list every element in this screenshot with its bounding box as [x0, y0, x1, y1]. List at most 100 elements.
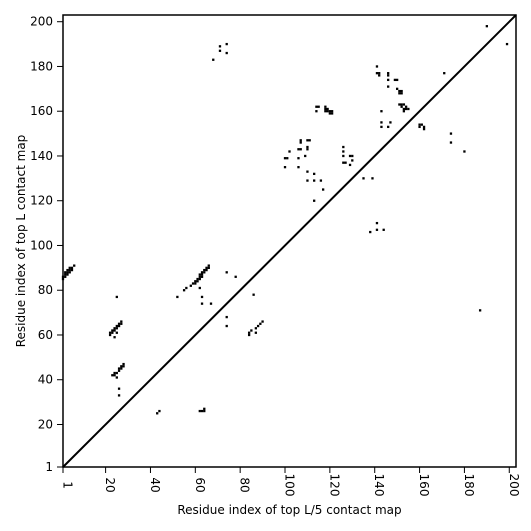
x-tick-label: 160 — [417, 474, 431, 497]
contact-point — [194, 280, 197, 283]
contact-point — [198, 277, 201, 281]
y-tick-label: 160 — [30, 104, 53, 118]
contact-point — [194, 282, 197, 285]
contact-point — [395, 87, 399, 90]
contact-point — [380, 125, 383, 129]
contact-point — [299, 148, 302, 151]
contact-point — [306, 139, 309, 142]
contact-point — [225, 324, 228, 328]
contact-point — [393, 78, 397, 82]
contact-point — [404, 105, 408, 108]
contact-point — [198, 273, 201, 276]
x-tick-label: 200 — [507, 474, 521, 497]
contact-point — [328, 110, 332, 113]
diagonal-line — [62, 14, 517, 468]
contact-point — [205, 268, 208, 272]
contact-point — [117, 322, 121, 325]
contact-point — [120, 365, 123, 368]
contact-point — [375, 72, 379, 75]
contact-point — [463, 150, 466, 153]
contact-point — [117, 367, 121, 370]
contact-point — [398, 92, 401, 95]
contact-point — [200, 273, 204, 276]
contact-point — [400, 105, 403, 108]
contact-point — [176, 295, 179, 299]
x-tick-label: 180 — [462, 474, 476, 497]
contact-point — [113, 327, 116, 330]
contact-point — [120, 367, 123, 370]
contact-point — [306, 148, 309, 151]
contact-point — [402, 103, 406, 106]
contact-point — [308, 139, 311, 142]
contact-point — [225, 315, 228, 319]
contact-point — [117, 369, 121, 372]
contact-point — [342, 161, 345, 164]
contact-point — [234, 275, 237, 278]
contact-point — [306, 145, 309, 149]
plot-frame — [62, 14, 517, 468]
contact-point — [115, 327, 118, 330]
contact-point — [259, 322, 262, 325]
x-tick-label: 20 — [103, 477, 117, 492]
contact-point — [382, 228, 385, 231]
contact-point — [387, 72, 390, 75]
y-tick-label: 60 — [38, 328, 53, 342]
contact-point — [200, 295, 204, 299]
contact-point — [306, 179, 309, 182]
contact-point — [198, 275, 201, 278]
x-tick-label: 60 — [193, 477, 207, 492]
contact-point — [400, 92, 403, 95]
contact-point — [299, 139, 302, 142]
contact-point — [122, 365, 125, 368]
contact-point — [120, 322, 123, 325]
contact-point — [418, 125, 421, 129]
contact-point — [115, 331, 118, 334]
contact-point — [117, 387, 121, 390]
contact-point — [387, 78, 390, 82]
contact-point — [254, 331, 258, 334]
contact-point — [371, 177, 374, 180]
y-tick-label: 20 — [38, 417, 53, 431]
contact-point — [348, 163, 352, 167]
contact-point — [389, 121, 392, 124]
contact-point — [342, 150, 345, 153]
contact-point — [422, 125, 426, 129]
contact-point — [369, 230, 372, 234]
contact-point — [387, 125, 390, 129]
contact-point — [115, 376, 118, 379]
contact-point — [324, 107, 327, 111]
contact-point — [196, 277, 199, 281]
contact-point — [286, 157, 289, 160]
contact-point — [378, 72, 381, 75]
y-tick-label: 140 — [30, 149, 53, 163]
contact-point — [321, 188, 325, 191]
contact-point — [330, 110, 334, 113]
y-tick-label: 200 — [30, 15, 53, 29]
contact-point — [203, 268, 206, 272]
contact-point — [252, 293, 255, 296]
contact-point — [306, 170, 309, 173]
contact-point — [117, 394, 121, 397]
contact-point — [64, 275, 67, 278]
contact-point — [351, 159, 354, 162]
contact-point — [198, 409, 201, 413]
contact-point — [207, 264, 210, 267]
contact-point — [261, 320, 264, 323]
contact-point — [505, 42, 509, 46]
contact-point — [342, 145, 345, 149]
contact-point — [200, 302, 204, 305]
contact-point — [113, 371, 116, 375]
contact-point — [402, 107, 406, 111]
contact-point — [420, 123, 423, 126]
contact-point — [387, 74, 390, 77]
contact-point — [342, 154, 345, 158]
x-tick-label: 140 — [372, 474, 386, 497]
contact-point — [478, 309, 482, 312]
contact-point — [191, 282, 195, 285]
contact-point — [64, 271, 67, 274]
contact-point — [317, 105, 320, 108]
contact-point — [380, 110, 383, 113]
y-tick-label: 1 — [45, 460, 53, 474]
